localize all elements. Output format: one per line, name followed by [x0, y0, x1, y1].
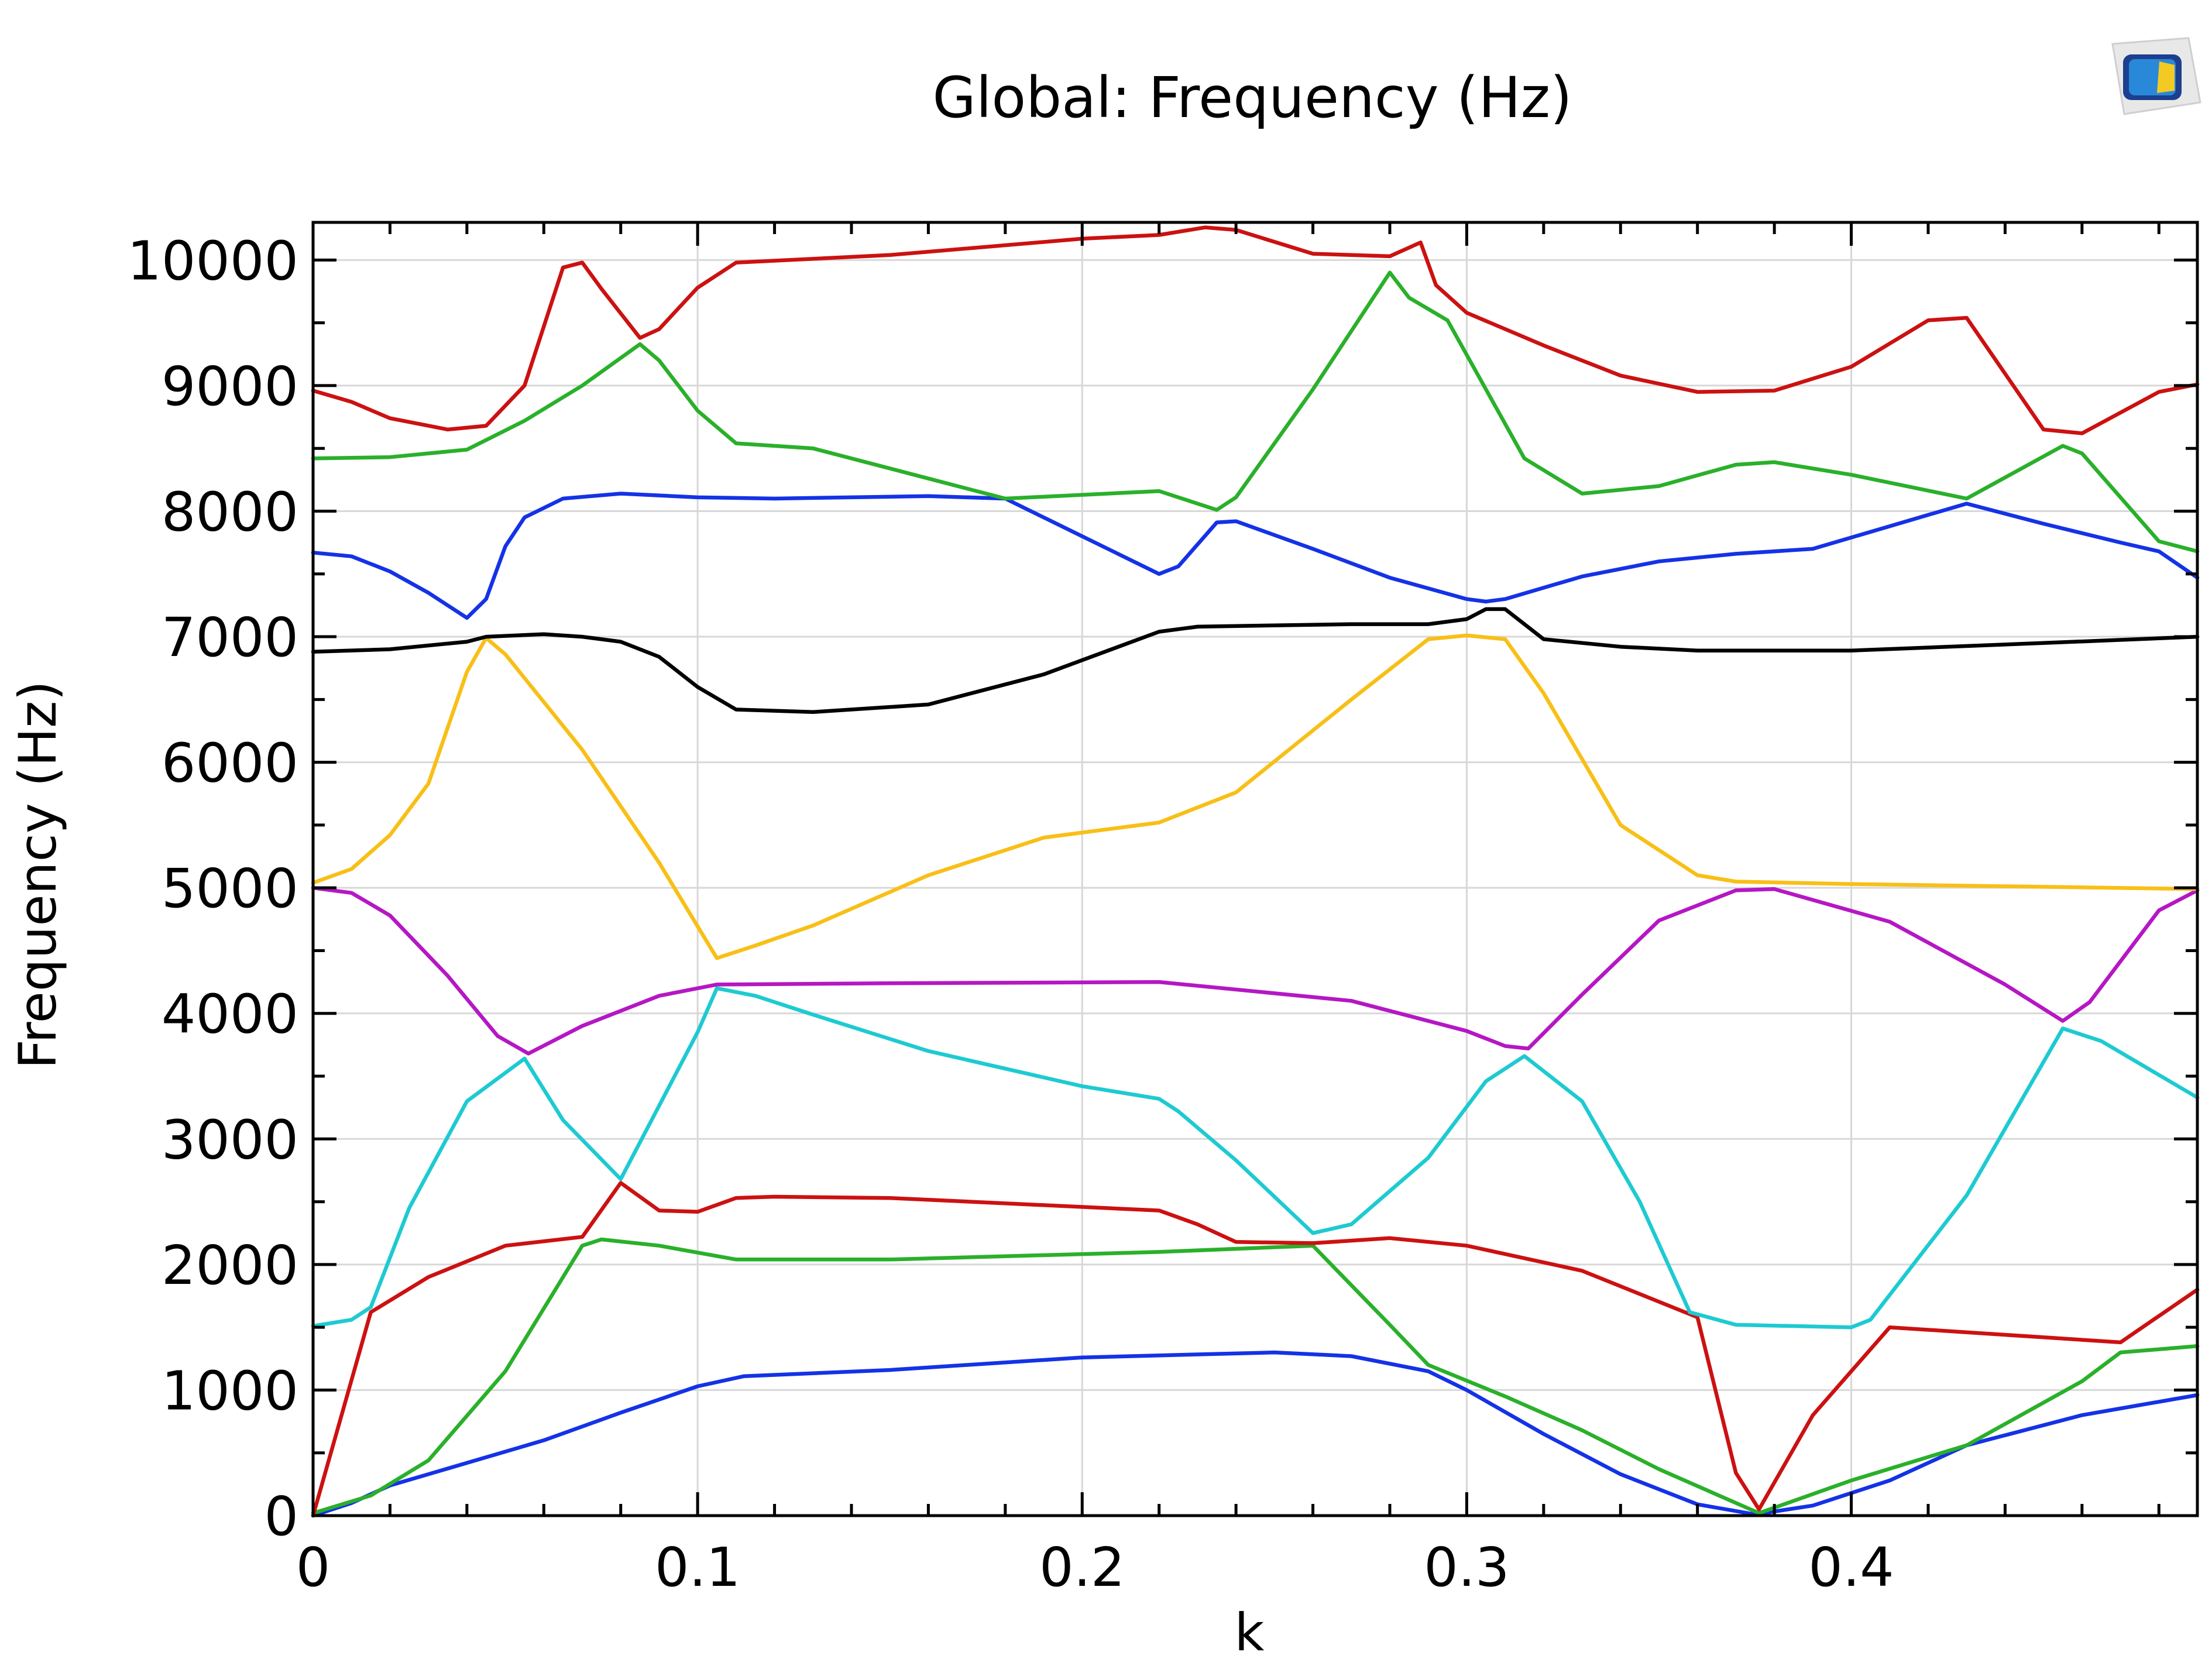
y-tick-label: 6000 — [162, 732, 298, 795]
series-line-4 — [311, 986, 2200, 1330]
series-line-8 — [311, 492, 2200, 620]
series-line-5 — [311, 885, 2200, 1056]
y-tick-label: 0 — [264, 1485, 298, 1548]
x-tick-label: 0.4 — [1808, 1536, 1894, 1599]
x-tick-label: 0.3 — [1424, 1536, 1509, 1599]
series-line-10 — [311, 225, 2200, 435]
y-axis-label: Frequency (Hz) — [8, 681, 68, 1069]
y-tick-label: 4000 — [162, 983, 298, 1046]
y-tick-label: 8000 — [162, 480, 298, 543]
series-line-1 — [311, 1350, 2200, 1518]
x-tick-label: 0 — [296, 1536, 331, 1599]
x-axis-tick-labels: 0 0.1 0.2 0.3 0.4 — [296, 1536, 1894, 1599]
y-tick-label: 9000 — [162, 355, 298, 418]
y-tick-label: 5000 — [162, 857, 298, 920]
series-line-2 — [311, 1237, 2200, 1515]
series-layer — [311, 225, 2200, 1518]
y-tick-label: 3000 — [162, 1108, 298, 1171]
x-axis-label: k — [1235, 1602, 1265, 1659]
y-axis-tick-labels: 0 1000 2000 3000 4000 5000 6000 7000 8000 9000 100… — [127, 229, 298, 1548]
grid-lines — [312, 222, 2197, 1517]
y-tick-label: 10000 — [127, 229, 298, 292]
app-logo-icon — [2111, 37, 2201, 115]
y-tick-label: 2000 — [162, 1234, 298, 1297]
series-line-7 — [311, 607, 2200, 715]
x-tick-label: 0.1 — [655, 1536, 740, 1599]
tick-marks — [311, 222, 2197, 1517]
y-tick-label: 7000 — [162, 606, 298, 669]
chart-title: Global: Frequency (Hz) — [932, 65, 1572, 130]
series-line-9 — [311, 270, 2200, 554]
series-line-3 — [311, 1181, 2200, 1518]
x-tick-label: 0.2 — [1039, 1536, 1125, 1599]
series-line-6 — [311, 633, 2200, 960]
plot-frame — [311, 221, 2199, 1517]
y-tick-label: 1000 — [162, 1359, 298, 1422]
